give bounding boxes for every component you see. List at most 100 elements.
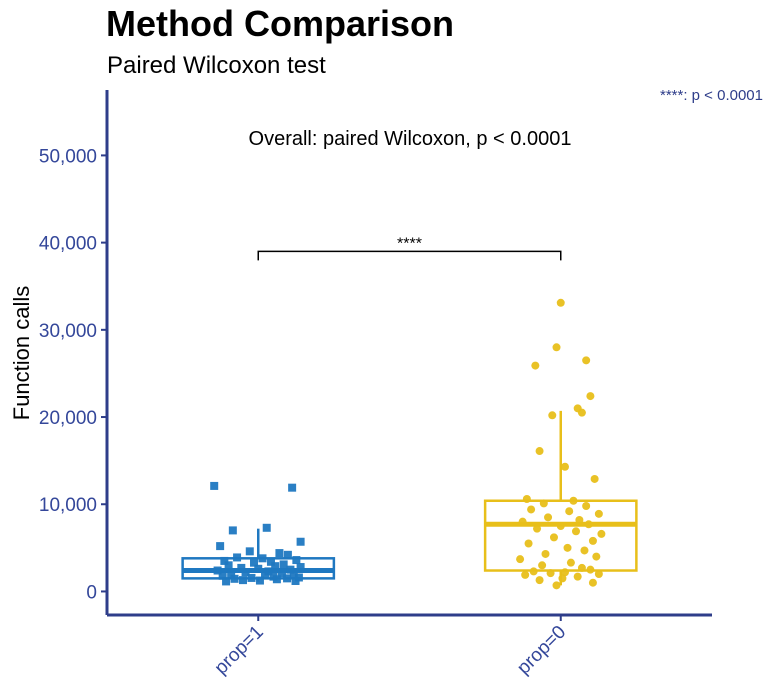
data-point (552, 581, 561, 590)
data-point (296, 537, 305, 546)
significance-legend: ****: p < 0.0001 (660, 87, 763, 104)
data-point (288, 483, 297, 492)
data-point (275, 549, 284, 558)
x-tick-label: prop=1 (211, 622, 268, 679)
data-point (529, 567, 538, 576)
data-point (254, 564, 263, 573)
data-point (213, 566, 222, 575)
data-point (250, 558, 259, 567)
data-point (577, 563, 586, 572)
data-point (266, 557, 275, 566)
data-point (272, 575, 281, 584)
data-point (218, 571, 227, 580)
data-point (582, 356, 591, 365)
data-point (262, 523, 271, 532)
y-tick-label: 30,000 (39, 321, 97, 342)
data-point (552, 343, 561, 352)
data-point (224, 561, 233, 570)
data-point (560, 568, 569, 577)
data-point (283, 574, 292, 583)
data-point (556, 298, 565, 307)
data-point (247, 573, 256, 582)
data-point (237, 563, 246, 572)
box-prop=0 (483, 410, 638, 586)
data-point (522, 495, 531, 504)
data-point (563, 543, 572, 552)
data-point (580, 546, 589, 555)
data-point (533, 524, 542, 533)
data-point (516, 555, 525, 564)
data-points (210, 298, 606, 590)
data-point (546, 569, 555, 578)
comparison-label: **** (397, 235, 422, 252)
data-point (586, 392, 595, 401)
data-point (524, 539, 533, 548)
data-point (535, 576, 544, 585)
box-prop=1 (181, 528, 336, 582)
data-point (558, 574, 567, 583)
x-axis-ticks: prop=1 prop=0 (211, 615, 570, 679)
data-point (220, 556, 229, 565)
data-point (573, 572, 582, 581)
comparison-bracket (257, 250, 562, 261)
data-point (228, 526, 237, 535)
data-point (230, 574, 239, 583)
y-tick-label: 20,000 (39, 408, 97, 429)
data-point (283, 550, 292, 559)
data-point (291, 576, 300, 585)
data-point (584, 520, 593, 529)
data-point (279, 560, 288, 569)
data-point (586, 565, 595, 574)
y-tick-label: 40,000 (39, 234, 97, 255)
data-point (588, 578, 597, 587)
data-point (594, 509, 603, 518)
data-point (255, 576, 264, 585)
data-point (277, 569, 286, 578)
data-point (590, 474, 599, 483)
data-point (245, 547, 254, 556)
data-point (592, 552, 601, 561)
data-point (548, 411, 557, 420)
data-point (521, 570, 530, 579)
data-point (271, 562, 280, 571)
data-point (233, 553, 242, 562)
chart-title: Method Comparison (106, 3, 454, 44)
data-point (566, 558, 575, 567)
data-point (222, 577, 231, 586)
data-point (588, 536, 597, 545)
data-point (535, 447, 544, 456)
data-point (541, 549, 550, 558)
data-point (556, 522, 565, 531)
data-point (261, 571, 270, 580)
data-point (241, 568, 250, 577)
y-axis-ticks: 0 10,000 20,000 30,000 40,000 50,000 (39, 146, 107, 603)
data-point (289, 570, 298, 579)
box-iqr (483, 499, 638, 572)
data-point (575, 515, 584, 524)
data-point (577, 408, 586, 417)
y-axis-label: Function calls (9, 286, 34, 421)
data-point (549, 533, 558, 542)
data-point (560, 462, 569, 471)
data-point (210, 481, 219, 490)
overall-annotation: Overall: paired Wilcoxon, p < 0.0001 (249, 128, 572, 150)
chart-subtitle: Paired Wilcoxon test (107, 52, 326, 79)
comparison-brackets: **** (257, 235, 562, 261)
data-point (597, 529, 606, 538)
data-point (538, 561, 547, 570)
data-point (539, 499, 548, 508)
data-point (216, 542, 225, 551)
y-tick-label: 0 (86, 582, 97, 603)
data-point (565, 507, 574, 516)
y-tick-label: 10,000 (39, 495, 97, 516)
data-point (296, 563, 305, 572)
data-point (527, 505, 536, 514)
y-tick-label: 50,000 (39, 146, 97, 167)
data-point (544, 513, 553, 522)
data-point (258, 554, 267, 563)
data-point (582, 501, 591, 510)
data-point (531, 361, 540, 370)
data-point (292, 556, 301, 565)
data-point (239, 576, 248, 585)
